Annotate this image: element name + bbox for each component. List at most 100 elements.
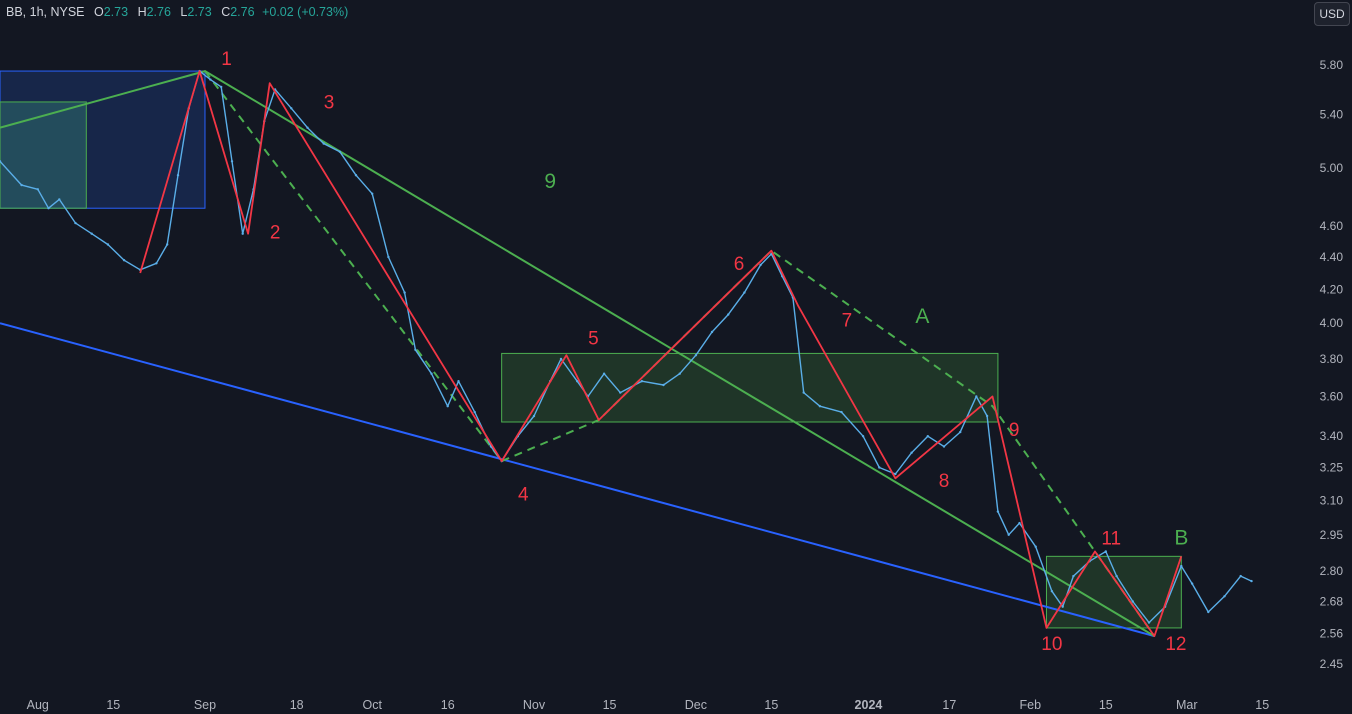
price-tick-label: 2.95 xyxy=(1320,528,1344,542)
price-point xyxy=(996,510,1000,513)
price-point xyxy=(1072,574,1075,578)
zone-box-3 xyxy=(501,352,999,423)
price-point xyxy=(354,174,358,177)
low-value: 2.73 xyxy=(187,5,212,19)
wave-path xyxy=(139,70,1183,637)
price-point xyxy=(1239,574,1242,578)
time-axis[interactable]: Aug 15 Sep 18 Oct 16 Nov 15 Dec 15 2024 17 Feb 15 Mar 1… xyxy=(27,698,1270,712)
price-point xyxy=(942,445,946,448)
price-point xyxy=(662,383,665,387)
price-point xyxy=(473,410,476,414)
time-tick-label: 15 xyxy=(106,698,120,712)
price-point xyxy=(1061,605,1064,608)
price-point xyxy=(602,372,606,375)
price-point xyxy=(532,414,536,418)
price-point xyxy=(457,380,460,383)
price-point xyxy=(230,160,234,163)
price-point xyxy=(1104,550,1108,553)
price-point xyxy=(727,313,730,316)
price-tick-label: 2.56 xyxy=(1320,626,1344,640)
price-point xyxy=(322,142,325,145)
time-tick-label: Nov xyxy=(523,698,546,712)
price-point xyxy=(1223,595,1226,598)
wave-label-red: 9 xyxy=(1009,420,1020,441)
price-point xyxy=(743,291,746,294)
close-value: 2.76 xyxy=(230,5,255,19)
wave-label-green: A xyxy=(915,305,929,328)
change-value: +0.02 (+0.73%) xyxy=(262,5,349,19)
price-tick-label: 4.00 xyxy=(1320,316,1344,330)
zone-box-2 xyxy=(0,101,87,209)
price-point xyxy=(414,348,417,351)
price-tick-label: 5.00 xyxy=(1320,161,1344,175)
price-point xyxy=(861,435,865,438)
price-tick-label: 4.40 xyxy=(1320,250,1344,264)
currency-button[interactable]: USD xyxy=(1314,2,1350,26)
price-point xyxy=(1147,621,1151,624)
price-point xyxy=(36,188,39,191)
red-wave-path xyxy=(139,70,1183,637)
wave-label-red: 3 xyxy=(324,92,335,113)
time-tick-label: 15 xyxy=(603,698,617,712)
price-point xyxy=(241,232,244,235)
price-point xyxy=(387,255,390,259)
price-tick-label: 3.40 xyxy=(1320,429,1344,443)
symbol-label[interactable]: BB, 1h, NYSE xyxy=(6,5,85,19)
price-point xyxy=(910,451,913,454)
price-point xyxy=(802,391,805,394)
price-point xyxy=(1190,582,1194,585)
price-point xyxy=(1115,574,1118,578)
time-tick-label: 15 xyxy=(764,698,778,712)
wave-label-green: B xyxy=(1174,526,1188,549)
price-point xyxy=(306,126,309,129)
time-tick-label: 15 xyxy=(1255,698,1269,712)
price-point xyxy=(1050,590,1054,593)
price-tick-label: 2.68 xyxy=(1320,595,1344,609)
price-point xyxy=(47,207,50,210)
price-series xyxy=(0,69,1253,624)
wave-label-red: 7 xyxy=(842,311,853,332)
price-tick-label: 5.80 xyxy=(1320,58,1344,72)
price-point xyxy=(1207,610,1210,614)
price-point xyxy=(74,221,77,225)
open-value: 2.73 xyxy=(103,5,129,19)
price-point xyxy=(640,380,644,383)
price-axis[interactable]: 5.80 5.40 5.00 4.60 4.40 4.20 4.00 3.80 3.60 3.40… xyxy=(1320,58,1344,671)
high-label: H xyxy=(137,5,147,19)
price-point xyxy=(559,357,563,361)
ohlc-legend: BB, 1h, NYSE O2.73 H2.76 L2.73 C2.76 +0.… xyxy=(6,4,348,20)
time-tick-label: 15 xyxy=(1099,698,1113,712)
time-tick-label: Sep xyxy=(194,698,216,712)
price-point xyxy=(58,198,61,201)
time-tick-label: Mar xyxy=(1176,698,1198,712)
price-point xyxy=(90,232,93,235)
price-point xyxy=(155,262,158,265)
wave-label-red: 2 xyxy=(270,222,281,243)
wave-label-red: 6 xyxy=(734,254,745,275)
wave-label-red: 11 xyxy=(1101,528,1121,549)
price-tick-label: 3.60 xyxy=(1320,389,1344,403)
price-point xyxy=(985,414,989,418)
price-point xyxy=(166,243,169,246)
time-tick-label: 17 xyxy=(942,698,956,712)
price-point xyxy=(1250,579,1253,583)
wave-label-red: 5 xyxy=(588,328,599,349)
time-tick-label: Dec xyxy=(685,698,707,712)
price-point xyxy=(220,85,223,89)
zone-boxes xyxy=(0,70,1182,629)
price-point xyxy=(430,372,433,375)
price-point xyxy=(338,150,341,153)
wave-label-red: 1 xyxy=(221,49,232,70)
price-tick-label: 5.40 xyxy=(1320,108,1344,122)
price-point xyxy=(694,354,698,357)
price-point xyxy=(1018,521,1021,525)
time-tick-label: Feb xyxy=(1020,698,1042,712)
price-tick-label: 2.80 xyxy=(1320,564,1344,578)
price-point xyxy=(1131,600,1135,603)
price-point xyxy=(926,435,929,438)
wave-label-green: 9 xyxy=(544,170,556,193)
wave-label-red: 12 xyxy=(1165,634,1186,655)
time-tick-label: 16 xyxy=(441,698,455,712)
